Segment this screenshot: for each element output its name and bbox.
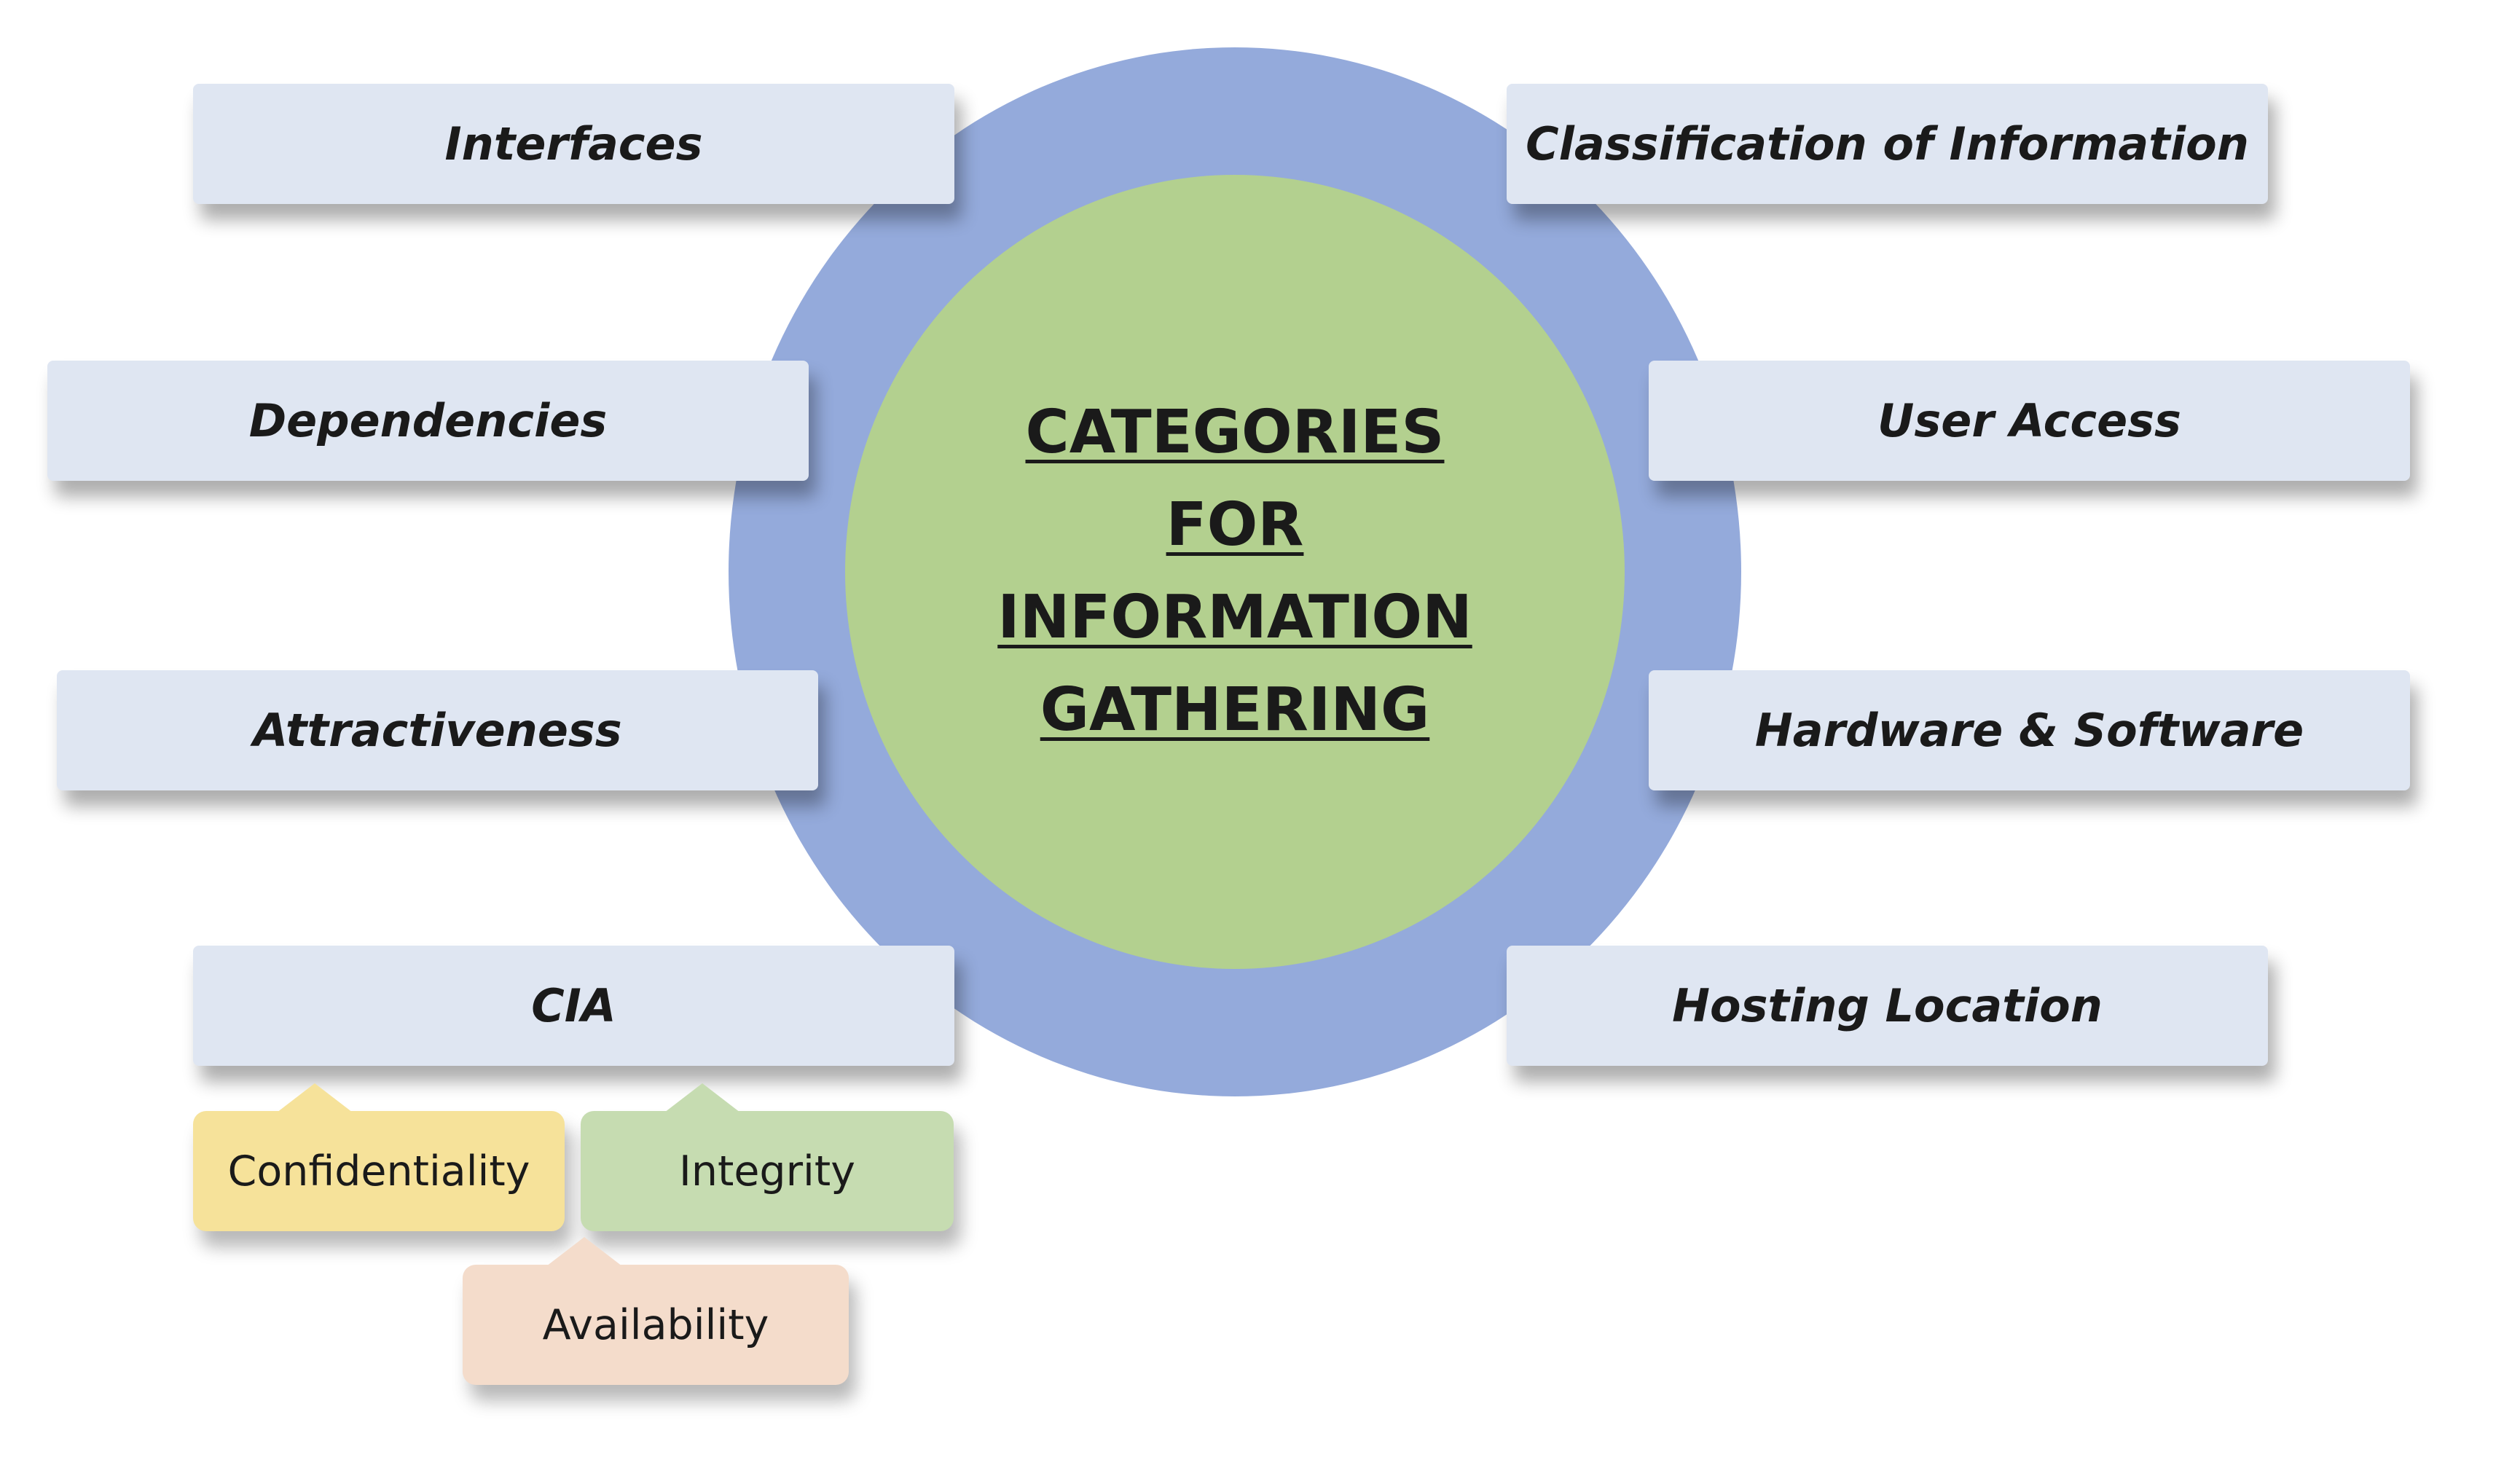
category-classification-of-information: Classification of Information [1507, 84, 2268, 204]
inner-circle [845, 175, 1625, 969]
cia-availability: Availability [463, 1237, 849, 1385]
center-title: CATEGORIES FOR INFORMATION GATHERING [874, 386, 1596, 756]
category-attractiveness: Attractiveness [57, 670, 818, 790]
center-title-line: INFORMATION [997, 583, 1472, 652]
cia-confidentiality: Confidentiality [193, 1083, 565, 1231]
cia-integrity: Integrity [581, 1083, 954, 1231]
category-hosting-location: Hosting Location [1507, 946, 2268, 1066]
center-title-line: CATEGORIES [1025, 398, 1445, 467]
category-dependencies: Dependencies [47, 361, 809, 481]
category-cia: CIA [193, 946, 954, 1066]
category-hardware-software: Hardware & Software [1649, 670, 2410, 790]
category-interfaces: Interfaces [193, 84, 954, 204]
category-user-access: User Access [1649, 361, 2410, 481]
center-title-line: FOR [1166, 490, 1304, 560]
center-title-line: GATHERING [1040, 675, 1430, 745]
